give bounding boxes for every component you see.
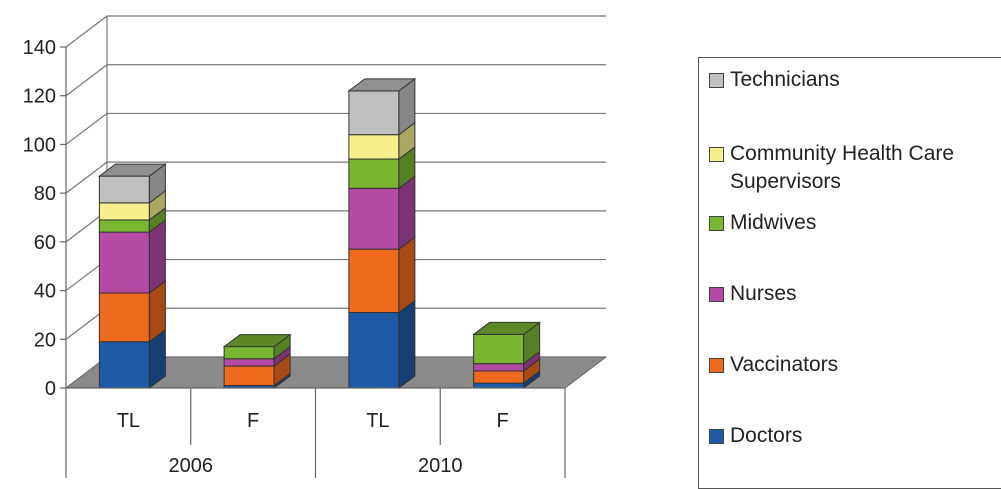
bar-segment — [348, 248, 400, 313]
bar-stack — [222, 333, 292, 389]
legend-label: Midwives — [730, 211, 817, 234]
y-tick-label: 60 — [34, 232, 56, 254]
legend-swatch — [709, 358, 724, 373]
legend-label: Nurses — [730, 282, 797, 305]
gridline-depth — [65, 64, 108, 97]
bar-stack — [97, 163, 167, 389]
chart-axes: 0 20 40 60 80 100 120 140 TL F TL F 2006 2010 — [23, 37, 566, 478]
legend-label: Community Health Care Supervisors — [730, 142, 955, 193]
x-tick-label: F — [247, 410, 259, 432]
y-tick-label: 100 — [23, 134, 56, 156]
y-tick-label: 120 — [23, 86, 56, 108]
gridline-depth — [65, 15, 108, 48]
legend-label: Vaccinators — [730, 353, 839, 376]
y-tick-label: 0 — [45, 378, 56, 400]
chart-bars — [97, 77, 542, 389]
bar-segment-side — [398, 299, 416, 389]
legend-item-technicians: Technicians — [709, 66, 1001, 94]
y-tick-label: 20 — [34, 329, 56, 351]
bar-segment — [98, 175, 150, 204]
bar-stack — [347, 77, 417, 389]
bar-segment-side — [148, 219, 166, 295]
bar-segment — [98, 202, 150, 221]
bar-top — [347, 78, 417, 92]
legend-swatch — [709, 147, 724, 162]
legend-label: Doctors — [730, 424, 803, 447]
bar-segment — [98, 341, 150, 389]
gridline-depth — [65, 112, 108, 145]
legend-item-midwives: Midwives — [709, 209, 1001, 237]
bar-segment — [348, 90, 400, 136]
legend-swatch — [709, 216, 724, 231]
y-tick-label: 140 — [23, 37, 56, 59]
bar-segment — [473, 370, 525, 384]
bar-segment — [473, 382, 525, 389]
bar-stack — [472, 321, 542, 389]
bar-segment — [348, 134, 400, 160]
bar-segment-side — [398, 175, 416, 251]
x-group-label: 2010 — [418, 455, 463, 477]
bar-segment — [473, 363, 525, 372]
legend-swatch — [709, 429, 724, 444]
bar-segment — [473, 333, 525, 365]
legend-item-community-health-care-supervisors: Community Health Care Supervisors — [709, 140, 1000, 196]
bar-segment — [223, 365, 275, 387]
legend-item-nurses: Nurses — [709, 280, 1001, 308]
bar-segment — [348, 187, 400, 250]
bar-segment — [348, 311, 400, 389]
bar-segment — [348, 158, 400, 189]
legend-swatch — [709, 287, 724, 302]
bar-segment — [98, 231, 150, 294]
bar-segment-side — [398, 236, 416, 314]
bar-segment — [223, 346, 275, 360]
bar-segment — [98, 292, 150, 343]
legend-item-vaccinators: Vaccinators — [709, 351, 1001, 379]
x-tick-label: F — [497, 410, 509, 432]
legend-swatch — [709, 73, 724, 88]
legend-item-doctors: Doctors — [709, 422, 1001, 450]
gridline-depth — [65, 161, 108, 194]
bar-segment — [223, 358, 275, 367]
bar-top — [97, 163, 167, 177]
stacked-bar-chart: 0 20 40 60 80 100 120 140 TL F TL F 2006 2010 — [23, 15, 608, 478]
x-group-label: 2006 — [169, 455, 214, 477]
y-tick-label: 40 — [34, 281, 56, 303]
x-tick-label: TL — [366, 410, 389, 432]
bar-segment — [98, 219, 150, 233]
bar-top — [472, 321, 542, 335]
chart-legend: Technicians Community Health Care Superv… — [698, 57, 1001, 489]
bar-top — [222, 334, 292, 348]
x-tick-label: TL — [117, 410, 140, 432]
y-tick-label: 80 — [34, 183, 56, 205]
legend-label: Technicians — [730, 68, 840, 91]
